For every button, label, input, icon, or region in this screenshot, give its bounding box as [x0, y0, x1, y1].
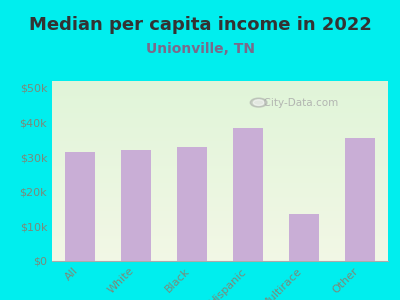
- Text: Median per capita income in 2022: Median per capita income in 2022: [28, 16, 372, 34]
- Bar: [344, 138, 375, 261]
- Bar: [289, 214, 320, 261]
- Bar: [121, 150, 151, 261]
- Circle shape: [253, 100, 264, 106]
- Bar: [233, 128, 264, 261]
- Bar: [64, 152, 96, 261]
- Text: City-Data.com: City-Data.com: [257, 98, 338, 108]
- Text: Unionville, TN: Unionville, TN: [146, 42, 254, 56]
- Bar: [177, 147, 208, 261]
- Circle shape: [250, 98, 267, 107]
